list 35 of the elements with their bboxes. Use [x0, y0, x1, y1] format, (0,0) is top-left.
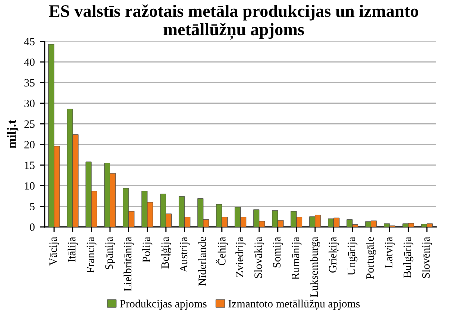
y-tick-label: 45 — [24, 38, 35, 46]
x-tick-label: Slovēnija — [422, 237, 432, 278]
x-tick-label: Latvija — [385, 237, 395, 268]
x-tick-label: Austrija — [180, 237, 190, 273]
y-tick-label: 10 — [25, 182, 35, 190]
x-tick-label: Beļģija — [160, 237, 172, 269]
x-tick-label: Ungārija — [348, 237, 358, 276]
x-tick-label: Čehija — [216, 237, 228, 266]
x-tick-label: Lielbritānija — [124, 237, 134, 292]
x-tick-label: Luksemburga — [310, 237, 320, 298]
y-tick-label: 35 — [24, 79, 35, 87]
y-tick-label: 5 — [30, 203, 35, 211]
x-tick-label: Grieķija — [328, 237, 339, 273]
x-tick-label: Somija — [273, 237, 284, 268]
x-tick-label: Slovākija — [254, 237, 264, 278]
y-tick-label: 25 — [24, 120, 35, 128]
y-tick-label: 15 — [25, 162, 35, 170]
y-axis-title: milj.t — [7, 120, 19, 148]
y-tick-label: 0 — [30, 224, 35, 232]
y-tick-label: 40 — [24, 58, 35, 66]
x-tick-label: Zviedrija — [236, 237, 246, 278]
y-tick-label: 20 — [24, 141, 35, 149]
x-tick-label: Polija — [142, 237, 153, 263]
x-tick-label: Portugāle — [366, 237, 376, 280]
legend-label: Produkcijas apjoms — [120, 300, 207, 310]
x-tick-label: Itālija — [68, 237, 78, 262]
x-tick-label: Francija — [86, 237, 97, 274]
x-tick-label: Vācija — [50, 237, 60, 266]
legend-label: Izmantoto metāllūžņu apjoms — [228, 300, 360, 310]
x-tick-label: Rumānija — [292, 237, 302, 280]
x-tick-label: Bulgārija — [403, 237, 414, 278]
x-tick-label: Nīderlande — [198, 237, 206, 286]
chart-title: ES valstīs ražotais metāla produkcijas un izmanto metāllūžņu apjoms — [49, 4, 418, 40]
x-tick-label: Spānija — [106, 237, 116, 270]
y-tick-label: 30 — [24, 100, 35, 108]
